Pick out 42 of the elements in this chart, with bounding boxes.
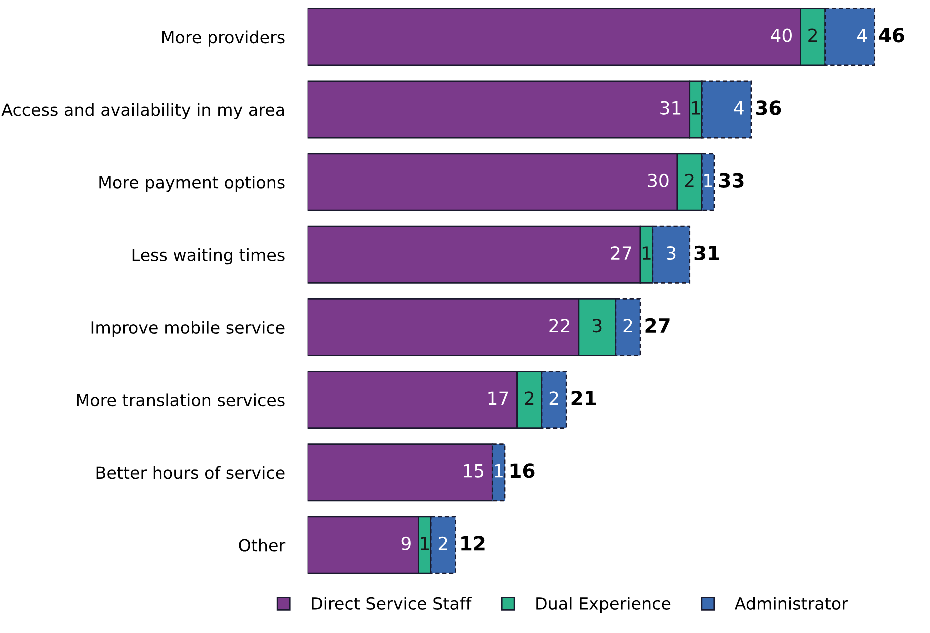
total-label: 16	[510, 464, 535, 478]
data-label: 2	[685, 174, 694, 188]
data-label: 9	[402, 536, 411, 550]
legend-label: Administrator	[734, 597, 848, 610]
data-label: 22	[550, 319, 570, 332]
data-label: 2	[525, 392, 534, 406]
y-tick-label: Access and availability in my area	[2, 103, 284, 120]
total-label: 31	[694, 246, 720, 261]
data-label: 2	[438, 536, 448, 550]
total-label: 36	[756, 100, 782, 116]
legend-label: Direct Service Staff	[312, 597, 472, 610]
y-tick-label: More payment options	[100, 176, 285, 192]
data-label: 2	[808, 28, 818, 42]
y-tick-label: Less waiting times	[132, 248, 285, 265]
data-label: 1	[421, 537, 429, 550]
total-label: 46	[879, 28, 904, 43]
data-label: 1	[642, 246, 651, 260]
legend-label: Dual Experience	[536, 597, 671, 614]
data-label: 1	[704, 174, 712, 188]
y-tick-label: Better hours of service	[96, 466, 285, 480]
total-label: 12	[462, 536, 485, 551]
total-label: 27	[646, 318, 670, 333]
y-tick-label: More providers	[162, 30, 285, 47]
data-label: 27	[611, 246, 632, 260]
data-label: 3	[593, 319, 602, 333]
data-label: 3	[666, 246, 676, 260]
data-label: 30	[648, 174, 669, 188]
data-label: 2	[624, 319, 632, 332]
total-label: 33	[719, 173, 744, 188]
data-label: 40	[771, 28, 792, 42]
total-label: 21	[572, 390, 596, 406]
data-label: 31	[660, 101, 681, 115]
data-label: 15	[464, 464, 484, 478]
data-label: 4	[858, 28, 868, 42]
data-label: 4	[734, 102, 744, 115]
data-label: 1	[495, 464, 503, 478]
data-label: 1	[692, 102, 700, 115]
y-tick-label: More translation services	[77, 394, 285, 407]
data-label: 2	[550, 392, 558, 406]
y-tick-label: Other	[239, 538, 286, 552]
data-label: 17	[488, 392, 508, 406]
y-tick-label: Improve mobile service	[92, 321, 285, 338]
